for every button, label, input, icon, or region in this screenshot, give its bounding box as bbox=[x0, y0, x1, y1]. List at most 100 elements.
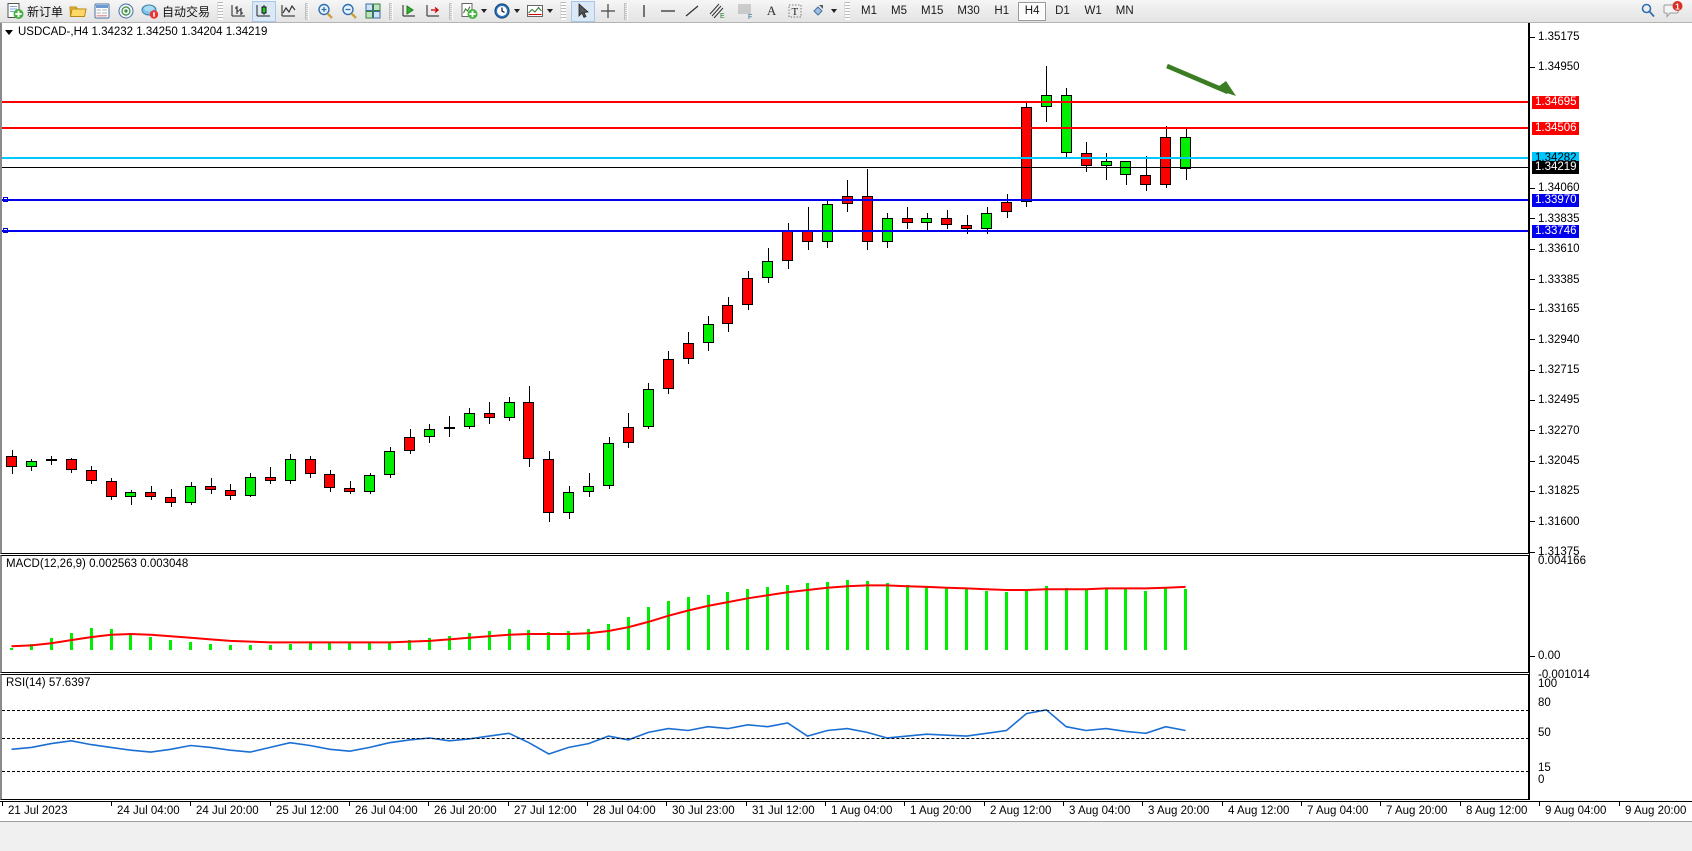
timeframe-m1[interactable]: M1 bbox=[861, 5, 878, 17]
price-scale[interactable]: 1.35175 1.34950 1.34060 1.33835 1.33610 1.333… bbox=[1529, 23, 1692, 800]
navigator-button[interactable] bbox=[115, 1, 137, 22]
time-tick-label: 3 Aug 20:00 bbox=[1148, 805, 1210, 817]
crosshair-button[interactable] bbox=[597, 1, 619, 22]
timeframe-h4[interactable]: H4 bbox=[1017, 1, 1047, 21]
timeframe-m5[interactable]: M5 bbox=[891, 5, 908, 17]
candlestick-chart-button[interactable] bbox=[252, 0, 277, 22]
candle-body bbox=[941, 217, 953, 225]
level-line-1.34506[interactable] bbox=[2, 126, 1528, 129]
toolbar-grip-2[interactable] bbox=[560, 2, 567, 20]
candle-body bbox=[1040, 94, 1052, 107]
level-line-1.34219[interactable] bbox=[2, 166, 1528, 168]
shapes-dropdown-caret[interactable] bbox=[831, 9, 838, 13]
macd-pane[interactable]: MACD(12,26,9) 0.002563 0.003048 bbox=[0, 555, 1529, 673]
time-tick-label: 31 Jul 12:00 bbox=[752, 805, 815, 817]
timeframe-mn[interactable]: MN bbox=[1115, 5, 1134, 17]
toolbar-separator-2 bbox=[389, 2, 394, 20]
candle-body bbox=[324, 474, 336, 488]
timeframe-h1[interactable]: H1 bbox=[994, 5, 1010, 17]
time-tick bbox=[1380, 802, 1381, 806]
price-level-badge-1.34506[interactable]: 1.34506 bbox=[1532, 121, 1579, 135]
line-chart-button[interactable] bbox=[278, 1, 300, 22]
equidistant-channel-button[interactable]: E bbox=[705, 1, 731, 22]
time-tick bbox=[1619, 802, 1620, 806]
level-line-1.33970[interactable] bbox=[2, 199, 1528, 202]
candle-body bbox=[722, 304, 734, 324]
rsi-label: RSI(14) 57.6397 bbox=[6, 677, 91, 689]
autotrading-button[interactable]: 自动交易 bbox=[139, 1, 212, 22]
data-folder-button[interactable] bbox=[67, 1, 89, 22]
macd-histogram-bar bbox=[527, 630, 531, 650]
price-level-badge-1.34695[interactable]: 1.34695 bbox=[1532, 96, 1579, 110]
time-tick bbox=[508, 802, 509, 806]
text-button[interactable]: A bbox=[761, 1, 782, 22]
text-label-button[interactable]: T bbox=[784, 1, 806, 22]
level-line-1.34282[interactable] bbox=[2, 157, 1528, 160]
chart-canvas-area[interactable]: USDCAD-,H4 1.34232 1.34250 1.34204 1.342… bbox=[0, 23, 1692, 851]
price-tick-label: 1.33385 bbox=[1538, 273, 1580, 286]
zoom-out-button[interactable] bbox=[338, 1, 360, 22]
bar-chart-button[interactable] bbox=[228, 1, 250, 22]
price-pane[interactable]: USDCAD-,H4 1.34232 1.34250 1.34204 1.342… bbox=[0, 23, 1529, 554]
market-watch-button[interactable] bbox=[91, 1, 113, 22]
indicators-button[interactable] bbox=[458, 1, 489, 22]
tile-windows-button[interactable] bbox=[362, 1, 384, 22]
fibonacci-button[interactable]: F bbox=[733, 1, 759, 22]
horizontal-line-button[interactable] bbox=[657, 1, 679, 22]
rsi-pane-inner[interactable] bbox=[2, 675, 1528, 799]
cursor-button[interactable] bbox=[571, 0, 596, 22]
price-pane-inner[interactable] bbox=[2, 23, 1528, 553]
candle-body bbox=[702, 323, 714, 343]
level-line-1.33746[interactable] bbox=[2, 229, 1528, 232]
period-dropdown-caret[interactable] bbox=[514, 9, 521, 13]
zoom-in-button[interactable] bbox=[314, 1, 336, 22]
rsi-line bbox=[11, 708, 1186, 755]
templates-button[interactable] bbox=[524, 1, 555, 22]
price-tick-label: 1.31600 bbox=[1538, 515, 1580, 528]
rsi-scale-label: 50 bbox=[1538, 727, 1551, 739]
toolbar-grip-3[interactable] bbox=[844, 2, 851, 20]
auto-scroll-button[interactable] bbox=[398, 1, 420, 22]
macd-histogram-bar bbox=[1104, 587, 1108, 650]
candle-body bbox=[981, 212, 993, 229]
price-level-badge-1.33746[interactable]: 1.33746 bbox=[1532, 224, 1579, 238]
new-order-button[interactable]: 新订单 bbox=[4, 1, 65, 22]
price-tick-dash bbox=[1530, 339, 1535, 341]
timeframe-m15[interactable]: M15 bbox=[921, 5, 944, 17]
templates-dropdown-caret[interactable] bbox=[547, 9, 554, 13]
timeframe-d1[interactable]: D1 bbox=[1055, 5, 1070, 17]
chart-shift-button[interactable] bbox=[422, 1, 444, 22]
level-line-1.34695[interactable] bbox=[2, 101, 1528, 104]
symbol-ohlc-text: USDCAD-,H4 1.34232 1.34250 1.34204 1.342… bbox=[18, 26, 268, 38]
price-tick-dash bbox=[1530, 248, 1535, 250]
macd-histogram-bar bbox=[806, 583, 809, 650]
time-tick-label: 4 Aug 12:00 bbox=[1228, 805, 1290, 817]
macd-histogram-bar bbox=[965, 589, 969, 650]
macd-histogram-bar bbox=[885, 583, 889, 650]
timeframe-w1[interactable]: W1 bbox=[1084, 5, 1102, 17]
rsi-pane[interactable]: RSI(14) 57.6397 bbox=[0, 674, 1529, 800]
time-tick-label: 21 Jul 2023 bbox=[8, 805, 68, 817]
alerts-button[interactable]: 1 bbox=[1661, 1, 1685, 22]
period-button[interactable] bbox=[491, 1, 522, 22]
time-tick bbox=[825, 802, 826, 806]
shapes-button[interactable] bbox=[808, 1, 839, 22]
indicators-dropdown-caret[interactable] bbox=[481, 9, 488, 13]
candle-body bbox=[1020, 106, 1032, 202]
vertical-line-button[interactable] bbox=[633, 1, 655, 22]
candle-body bbox=[1120, 161, 1132, 175]
toolbar-grip-1[interactable] bbox=[217, 2, 224, 20]
trendline-button[interactable] bbox=[681, 1, 703, 22]
time-scale[interactable]: 21 Jul 2023 24 Jul 04:00 24 Jul 20:00 25 Ju… bbox=[0, 801, 1692, 822]
time-tick bbox=[1142, 802, 1143, 806]
price-level-badge-1.34219[interactable]: 1.34219 bbox=[1532, 160, 1579, 174]
search-button[interactable] bbox=[1637, 1, 1659, 22]
macd-pane-inner[interactable] bbox=[2, 556, 1528, 672]
price-level-badge-1.33970[interactable]: 1.33970 bbox=[1532, 194, 1579, 208]
timeframe-m30[interactable]: M30 bbox=[957, 5, 980, 17]
toolbar-separator-4 bbox=[624, 2, 629, 20]
candle-body bbox=[205, 486, 216, 491]
macd-histogram-bar bbox=[288, 643, 292, 650]
symbol-dropdown-caret[interactable] bbox=[5, 29, 13, 35]
